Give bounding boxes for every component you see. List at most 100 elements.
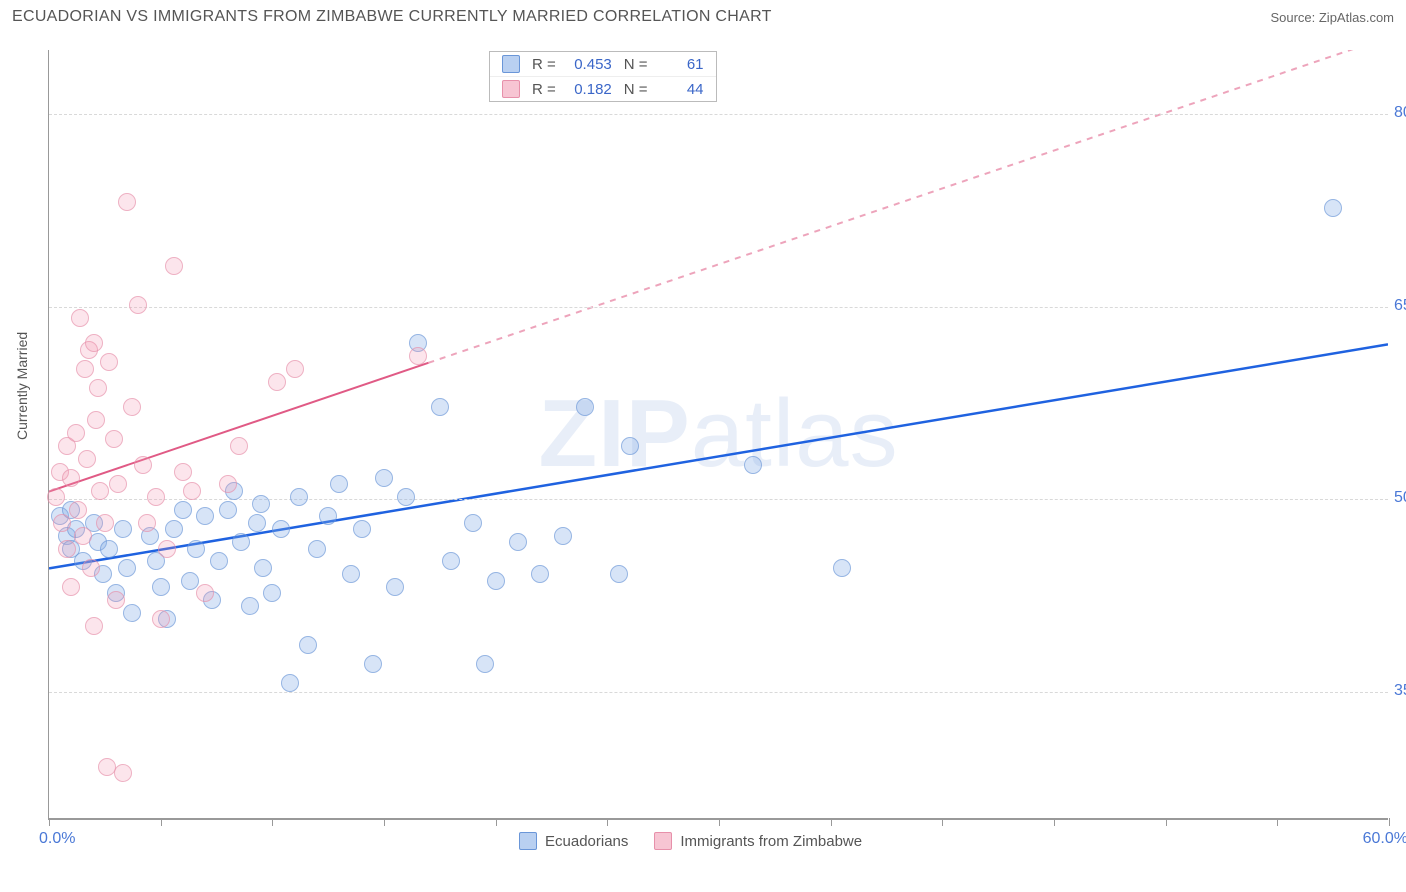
stats-legend: R = 0.453 N = 61 R = 0.182 N = 44 bbox=[489, 51, 717, 102]
data-point bbox=[241, 597, 259, 615]
data-point bbox=[100, 540, 118, 558]
data-point bbox=[230, 437, 248, 455]
data-point bbox=[409, 347, 427, 365]
legend-r-value: 0.182 bbox=[564, 81, 612, 98]
gridline bbox=[49, 692, 1388, 693]
series-legend: Ecuadorians Immigrants from Zimbabwe bbox=[519, 832, 862, 850]
data-point bbox=[375, 469, 393, 487]
data-point bbox=[281, 674, 299, 692]
data-point bbox=[319, 507, 337, 525]
data-point bbox=[330, 475, 348, 493]
x-tick bbox=[831, 818, 832, 826]
data-point bbox=[67, 424, 85, 442]
data-point bbox=[308, 540, 326, 558]
data-point bbox=[272, 520, 290, 538]
data-point bbox=[353, 520, 371, 538]
scatter-plot-area: ZIPatlas R = 0.453 N = 61 R = 0.182 N = … bbox=[48, 50, 1388, 820]
data-point bbox=[118, 559, 136, 577]
legend-r-value: 0.453 bbox=[564, 56, 612, 73]
data-point bbox=[621, 437, 639, 455]
x-tick bbox=[719, 818, 720, 826]
swatch-icon bbox=[519, 832, 537, 850]
data-point bbox=[464, 514, 482, 532]
data-point bbox=[299, 636, 317, 654]
data-point bbox=[386, 578, 404, 596]
data-point bbox=[509, 533, 527, 551]
y-tick-label: 65.0% bbox=[1394, 297, 1406, 315]
legend-item: Ecuadorians bbox=[519, 832, 628, 850]
data-point bbox=[531, 565, 549, 583]
data-point bbox=[181, 572, 199, 590]
data-point bbox=[254, 559, 272, 577]
data-point bbox=[165, 520, 183, 538]
x-axis-min-label: 0.0% bbox=[39, 830, 75, 848]
data-point bbox=[114, 520, 132, 538]
data-point bbox=[174, 501, 192, 519]
x-tick bbox=[1389, 818, 1390, 826]
data-point bbox=[364, 655, 382, 673]
data-point bbox=[123, 604, 141, 622]
x-tick bbox=[384, 818, 385, 826]
data-point bbox=[487, 572, 505, 590]
x-tick bbox=[49, 818, 50, 826]
source-label: Source: ZipAtlas.com bbox=[1270, 10, 1394, 25]
data-point bbox=[96, 514, 114, 532]
data-point bbox=[833, 559, 851, 577]
data-point bbox=[174, 463, 192, 481]
x-tick bbox=[161, 818, 162, 826]
data-point bbox=[187, 540, 205, 558]
data-point bbox=[196, 584, 214, 602]
data-point bbox=[53, 514, 71, 532]
x-tick bbox=[496, 818, 497, 826]
stats-legend-row: R = 0.453 N = 61 bbox=[490, 52, 716, 76]
legend-n-value: 61 bbox=[656, 56, 704, 73]
data-point bbox=[62, 578, 80, 596]
legend-n-value: 44 bbox=[656, 81, 704, 98]
data-point bbox=[105, 430, 123, 448]
gridline bbox=[49, 307, 1388, 308]
data-point bbox=[196, 507, 214, 525]
gridline bbox=[49, 499, 1388, 500]
y-tick-label: 50.0% bbox=[1394, 489, 1406, 507]
data-point bbox=[76, 360, 94, 378]
y-axis-label: Currently Married bbox=[14, 332, 30, 440]
stats-legend-row: R = 0.182 N = 44 bbox=[490, 76, 716, 101]
data-point bbox=[165, 257, 183, 275]
x-tick bbox=[607, 818, 608, 826]
data-point bbox=[71, 309, 89, 327]
data-point bbox=[47, 488, 65, 506]
data-point bbox=[248, 514, 266, 532]
data-point bbox=[107, 591, 125, 609]
legend-item-label: Immigrants from Zimbabwe bbox=[680, 833, 862, 850]
gridline bbox=[49, 114, 1388, 115]
data-point bbox=[91, 482, 109, 500]
y-tick-label: 80.0% bbox=[1394, 104, 1406, 122]
data-point bbox=[252, 495, 270, 513]
data-point bbox=[118, 193, 136, 211]
x-tick bbox=[942, 818, 943, 826]
legend-n-label: N = bbox=[624, 81, 648, 98]
data-point bbox=[744, 456, 762, 474]
legend-item: Immigrants from Zimbabwe bbox=[654, 832, 862, 850]
data-point bbox=[183, 482, 201, 500]
data-point bbox=[74, 527, 92, 545]
data-point bbox=[290, 488, 308, 506]
data-point bbox=[476, 655, 494, 673]
data-point bbox=[610, 565, 628, 583]
x-axis-max-label: 60.0% bbox=[1363, 830, 1406, 848]
data-point bbox=[147, 488, 165, 506]
data-point bbox=[219, 475, 237, 493]
data-point bbox=[442, 552, 460, 570]
data-point bbox=[114, 764, 132, 782]
data-point bbox=[62, 469, 80, 487]
x-tick bbox=[1277, 818, 1278, 826]
swatch-icon bbox=[654, 832, 672, 850]
data-point bbox=[232, 533, 250, 551]
data-point bbox=[286, 360, 304, 378]
x-tick bbox=[1166, 818, 1167, 826]
legend-r-label: R = bbox=[532, 81, 556, 98]
data-point bbox=[78, 450, 96, 468]
swatch-icon bbox=[502, 80, 520, 98]
legend-r-label: R = bbox=[532, 56, 556, 73]
data-point bbox=[431, 398, 449, 416]
